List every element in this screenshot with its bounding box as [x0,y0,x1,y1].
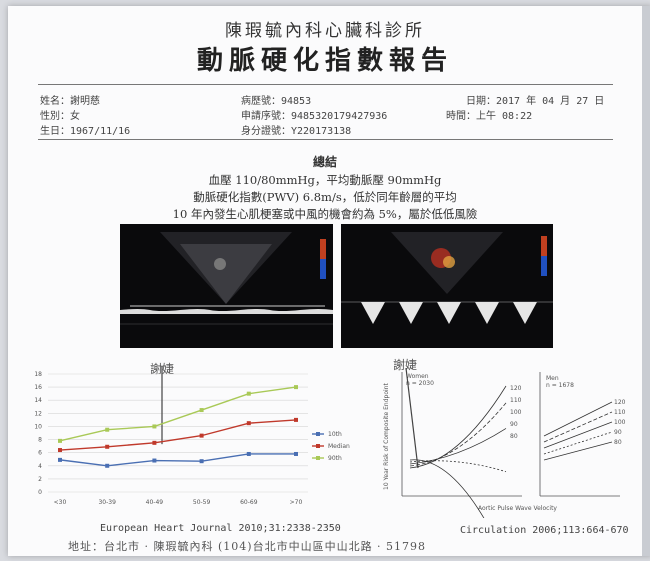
data-point [152,440,157,445]
record-number: 病歷號：94853 [241,96,312,107]
report-date: 日期：2017 年 04 月 27 日 [466,96,605,107]
curve-label-men: 90 [614,429,622,436]
series-line-90th [59,386,297,442]
risk-ylabel: 10 Year Risk of Composite Endpoint [383,383,390,490]
patient-birth: 生日：1967/11/16 [40,126,131,137]
report-sheet: 陳瑕毓內科心臟科診所 動脈硬化指數報告 姓名：謝明慈 性別：女 生日：1967/… [8,6,650,556]
risk-curves-chart: 10 Year Risk of Composite Endpoint Aorti… [383,368,626,518]
curve-label-men: 120 [614,399,626,406]
legend-label: 90th [328,455,342,462]
id-number: 身分證號：Y220173138 [241,126,352,137]
serial-number: 申請序號：9485320179427936 [241,111,388,122]
y-tick-label: 2 [38,476,42,483]
report-time: 時間：上午 08:22 [446,111,533,122]
curve-label-men: 80 [614,439,622,446]
panel1-label: Women [406,373,429,380]
x-tick-label: 60-69 [240,499,258,506]
risk-curve-men [543,421,613,449]
series-line-10th [59,453,296,467]
chart-right-source: Circulation 2006;113:664-670 [460,525,629,536]
data-point [105,427,110,432]
curve-label-women: 80 [510,433,518,440]
legend-label: Median [328,443,350,450]
y-tick-label: 0 [38,489,42,496]
y-tick-label: 8 [38,437,42,444]
divider-top [38,84,613,85]
risk-curve-men [543,441,613,461]
risk-curve-men [543,411,613,443]
legend-label: 10th [328,431,342,438]
curve-label-men: 110 [614,409,626,416]
data-point [199,408,204,413]
x-tick-label: 30-39 [98,499,116,506]
report-title: 動脈硬化指數報告 [196,46,453,76]
data-point [105,463,110,468]
risk-curve-men [543,401,613,437]
clinic-name: 陳瑕毓內科心臟科診所 [225,21,425,41]
y-tick-label: 6 [38,450,42,457]
legend-marker [316,444,320,448]
y-tick-label: 16 [34,384,42,391]
curve-label-men: 100 [614,419,626,426]
divider-middle [38,139,613,140]
risk-xlabel: Aortic Pulse Wave Velocity [478,505,557,512]
y-tick-label: 18 [34,371,42,378]
data-point [199,433,204,438]
data-point [294,385,298,390]
data-point [246,451,251,456]
data-point [152,458,157,463]
data-point [294,451,298,456]
data-point [294,417,298,422]
legend-marker [316,432,320,436]
echo-image-left [120,224,333,348]
data-point [246,421,251,426]
y-tick-label: 10 [34,423,42,430]
curve-label-women: 100 [510,409,522,416]
summary-line-3: 10 年內發生心肌梗塞或中風的機會約為 5%，屬於低低風險 [172,207,478,221]
risk-curve-women [409,459,485,518]
x-tick-label: >70 [290,499,303,506]
y-tick-label: 14 [34,397,42,404]
echo-image-right [341,224,553,348]
footer-address: 地址：台北市 · 陳瑕毓內科 (104)台北市中山區中山北路 · 51798 [68,540,427,553]
summary-heading: 總結 [312,155,337,169]
panel2-sub: n = 1678 [546,382,574,389]
echo-image-right-graphic [341,232,553,324]
data-point [105,444,110,449]
patient-gender: 性別：女 [40,111,80,122]
panel2-label: Men [546,375,559,382]
annotation-pointer-right [405,368,419,469]
risk-curve-women [409,385,507,469]
x-tick-label: 50-59 [193,499,211,506]
risk-curve-women [409,402,507,467]
legend-marker [316,456,320,460]
x-tick-label: <30 [54,499,67,506]
chart-left-source: European Heart Journal 2010;31:2338-2350 [100,523,341,534]
series-line-median [59,419,297,451]
chart-right-annotation: 謝婕 [393,358,418,372]
data-point [58,448,62,453]
data-point [246,391,251,396]
y-tick-label: 12 [34,410,42,417]
data-point [199,459,204,464]
data-point [58,457,62,462]
risk-curve-women [409,428,507,465]
x-tick-label: 40-49 [146,499,164,506]
pwv-line-chart: 0 2 4 6 8 10 12 14 16 18 <30 30-39 40-49 50-59 60-69 >7… [34,366,350,506]
risk-curve-women [409,460,507,473]
summary-line-1: 血壓 110/80mmHg，平均動脈壓 90mmHg [208,173,442,187]
data-point [58,438,62,443]
summary-line-2: 動脈硬化指數(PWV) 6.8m/s，低於同年齡層的平均 [193,190,457,204]
patient-name: 姓名：謝明慈 [40,96,100,107]
curve-label-women: 120 [510,385,522,392]
curve-label-women: 90 [510,421,518,428]
data-point [152,424,157,429]
panel1-sub: n = 2030 [406,380,434,387]
y-tick-label: 4 [38,463,42,470]
curve-label-women: 110 [510,397,522,404]
echo-image-left-graphic [120,232,333,325]
